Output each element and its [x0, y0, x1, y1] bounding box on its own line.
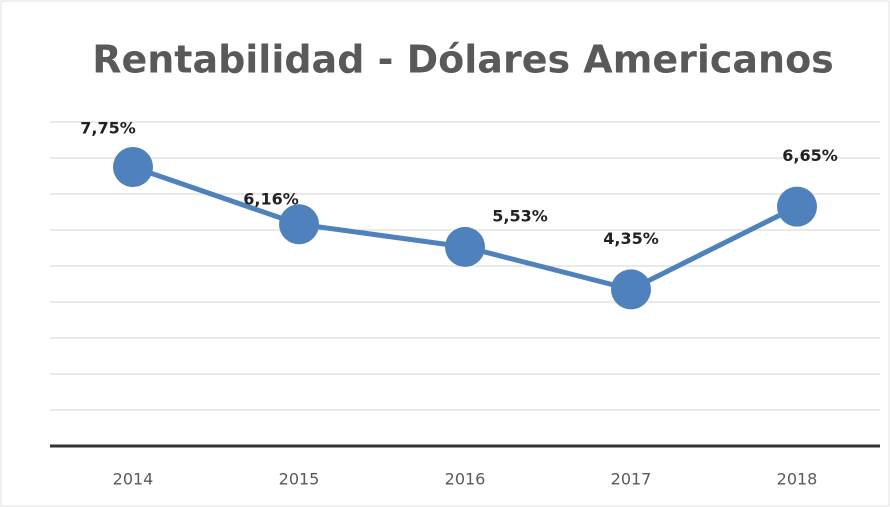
x-tick-label: 2016: [445, 470, 486, 489]
marker: [445, 226, 485, 267]
x-tick-label: 2014: [113, 470, 154, 489]
data-label: 4,35%: [603, 229, 659, 248]
x-tick-label: 2017: [611, 470, 652, 489]
marker: [611, 269, 651, 310]
data-label: 5,53%: [492, 206, 548, 225]
marker: [113, 147, 153, 187]
data-label: 7,75%: [80, 119, 136, 138]
chart-title: Rentabilidad - Dólares Americanos: [92, 38, 834, 82]
x-tick-label: 2015: [279, 470, 320, 489]
marker: [777, 186, 817, 227]
x-tick-label: 2018: [777, 470, 818, 489]
marker: [279, 204, 319, 245]
data-label: 6,16%: [243, 190, 299, 209]
data-label: 6,65%: [782, 146, 838, 165]
